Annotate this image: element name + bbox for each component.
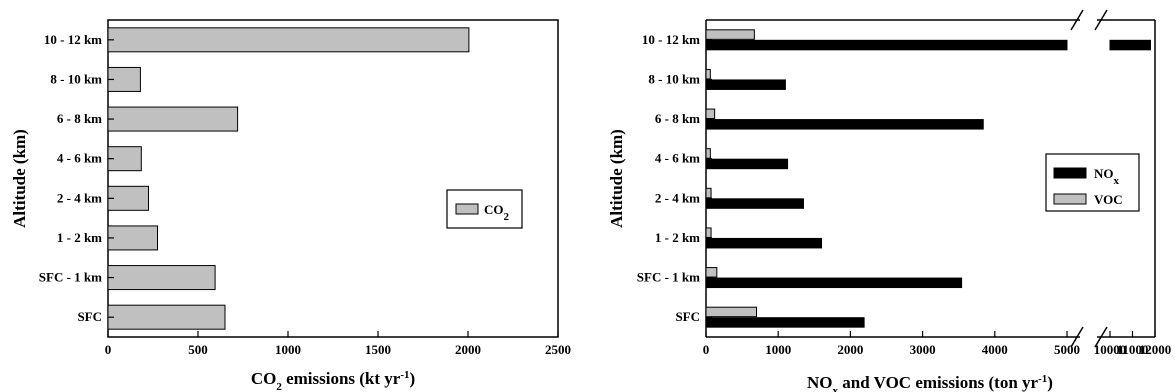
co2-x-axis-title-sub: 2 xyxy=(276,381,282,392)
nox-x-tick-label: 11000 xyxy=(1117,342,1149,357)
nox-legend-label-pre: VOC xyxy=(1094,192,1123,207)
nox-y-tick-label: 1 - 2 km xyxy=(655,230,700,245)
co2-legend-label-sub: 2 xyxy=(504,211,510,223)
voc-bar xyxy=(705,29,755,40)
axis-break-mark xyxy=(1070,326,1084,348)
nox-x-axis-title-sub: x xyxy=(833,385,839,392)
voc-bar xyxy=(705,267,718,278)
co2-x-axis-title-sup: -1 xyxy=(400,369,409,381)
nox-x-tick-label: 1000 xyxy=(765,342,791,357)
co2-x-tick-label: 1000 xyxy=(275,342,301,357)
co2-y-tick-label: 4 - 6 km xyxy=(57,151,102,166)
nox-legend-swatch xyxy=(1053,193,1087,205)
co2-legend-swatch xyxy=(455,203,479,215)
nox-legend-label: VOC xyxy=(1094,192,1123,207)
nox-x-tick-label: 12000 xyxy=(1139,342,1172,357)
voc-bar xyxy=(705,227,712,238)
co2-legend-label-pre: CO xyxy=(484,202,504,217)
axis-break-mark xyxy=(1070,9,1084,31)
nox-x-tick-label: 5000 xyxy=(1054,342,1080,357)
nox-x-tick-label: 4000 xyxy=(982,342,1008,357)
voc-bar xyxy=(705,306,758,318)
co2-y-tick-label: SFC xyxy=(77,309,102,324)
nox-legend-label-sub: x xyxy=(1114,175,1120,187)
co2-bar xyxy=(107,304,226,330)
nox-legend-swatch xyxy=(1053,167,1087,179)
co2-y-tick-label: 8 - 10 km xyxy=(50,71,102,86)
co2-legend-label: CO2 xyxy=(484,202,510,223)
voc-bar xyxy=(705,148,711,159)
nox-x-axis-title-end: ) xyxy=(1047,373,1053,392)
nox-y-tick-label: 4 - 6 km xyxy=(655,151,700,166)
nox-x-axis-title: NOx and VOC emissions (ton yr-1) xyxy=(807,373,1053,392)
co2-y-axis-title: Altitude (km) xyxy=(10,129,29,228)
nox-y-tick-label: SFC - 1 km xyxy=(637,270,700,285)
voc-bar xyxy=(705,68,711,80)
nox-bar xyxy=(705,317,865,328)
nox-bar xyxy=(1109,39,1151,51)
nox-x-axis-title-sup: -1 xyxy=(1038,373,1047,385)
co2-x-axis-title: CO2 emissions (kt yr-1) xyxy=(251,369,415,392)
co2-x-axis-title-end: ) xyxy=(410,369,416,388)
co2-x-tick-label: 1500 xyxy=(365,342,391,357)
nox-bar xyxy=(705,277,963,289)
co2-bar xyxy=(107,27,470,53)
co2-x-axis-title-post: emissions (kt yr xyxy=(282,369,401,388)
co2-x-tick-label: 500 xyxy=(188,342,208,357)
nox-voc-legend: NOx VOC xyxy=(1045,153,1140,212)
co2-chart: 0 500 1000 1500 2000 2500 SFC SFC - 1 km 1 - 2 k… xyxy=(10,19,571,392)
co2-y-tick-label: 10 - 12 km xyxy=(44,32,102,47)
co2-x-tick-label: 2500 xyxy=(545,342,571,357)
nox-x-tick-label: 3000 xyxy=(910,342,936,357)
co2-x-tick-label: 0 xyxy=(105,342,112,357)
nox-bar xyxy=(705,79,786,90)
nox-bar xyxy=(705,237,823,249)
nox-y-axis-title: Altitude (km) xyxy=(607,129,626,228)
nox-y-tick-label: SFC xyxy=(675,309,700,324)
nox-x-axis-title-pre: NO xyxy=(807,373,833,392)
co2-bar xyxy=(107,185,149,211)
voc-bar xyxy=(705,187,712,199)
nox-bar xyxy=(705,198,804,209)
co2-plot-frame xyxy=(107,19,559,338)
nox-y-tick-label: 2 - 4 km xyxy=(655,190,700,205)
co2-bar xyxy=(107,225,158,251)
axis-break-mark xyxy=(1094,326,1108,348)
nox-bar xyxy=(705,158,789,170)
nox-x-axis-title-post: and VOC emissions (ton yr xyxy=(838,373,1039,392)
nox-legend-box xyxy=(1045,153,1140,212)
co2-x-axis-title-pre: CO xyxy=(251,369,277,388)
co2-bar xyxy=(107,106,239,132)
nox-legend-label: NOx xyxy=(1094,166,1120,187)
co2-y-tick-label: 1 - 2 km xyxy=(57,230,102,245)
axis-break-mark xyxy=(1094,9,1108,31)
nox-y-tick-label: 8 - 10 km xyxy=(648,71,700,86)
nox-y-tick-label: 6 - 8 km xyxy=(655,111,700,126)
nox-bar xyxy=(705,39,1068,51)
co2-bar xyxy=(107,265,216,291)
co2-y-tick-label: SFC - 1 km xyxy=(39,270,102,285)
co2-y-tick-label: 2 - 4 km xyxy=(57,190,102,205)
voc-bar xyxy=(705,108,716,120)
co2-legend: CO2 xyxy=(446,189,523,229)
nox-y-tick-label: 10 - 12 km xyxy=(642,32,700,47)
nox-x-tick-label: 2000 xyxy=(837,342,863,357)
co2-y-tick-label: 6 - 8 km xyxy=(57,111,102,126)
nox-bar xyxy=(705,119,984,130)
nox-legend-label-pre: NO xyxy=(1094,166,1114,181)
co2-x-tick-label: 2000 xyxy=(455,342,481,357)
nox-x-tick-label: 0 xyxy=(703,342,710,357)
nox-x-tick-label: 10000 xyxy=(1094,342,1127,357)
